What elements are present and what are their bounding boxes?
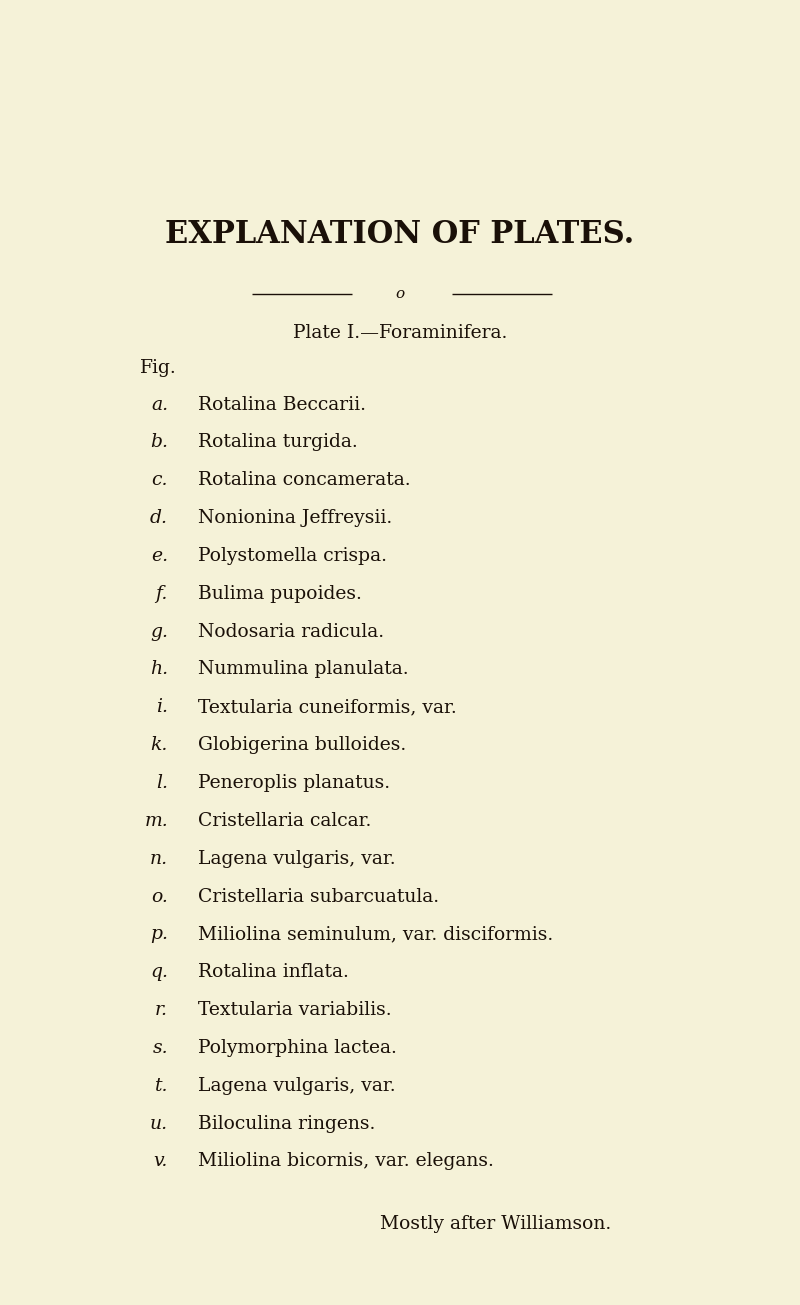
Text: i.: i. (156, 698, 168, 716)
Text: Textularia variabilis.: Textularia variabilis. (198, 1001, 392, 1019)
Text: EXPLANATION OF PLATES.: EXPLANATION OF PLATES. (166, 219, 634, 251)
Text: Cristellaria calcar.: Cristellaria calcar. (198, 812, 372, 830)
Text: o.: o. (151, 887, 168, 906)
Text: l.: l. (156, 774, 168, 792)
Text: Nodosaria radicula.: Nodosaria radicula. (198, 622, 385, 641)
Text: Fig.: Fig. (140, 359, 177, 377)
Text: f.: f. (156, 585, 168, 603)
Text: Rotalina concamerata.: Rotalina concamerata. (198, 471, 411, 489)
Text: k.: k. (150, 736, 168, 754)
Text: o: o (395, 287, 405, 300)
Text: u.: u. (150, 1114, 168, 1133)
Text: Nummulina planulata.: Nummulina planulata. (198, 660, 409, 679)
Text: Biloculina ringens.: Biloculina ringens. (198, 1114, 376, 1133)
Text: Rotalina Beccarii.: Rotalina Beccarii. (198, 395, 366, 414)
Text: Nonionina Jeffreysii.: Nonionina Jeffreysii. (198, 509, 393, 527)
Text: b.: b. (150, 433, 168, 452)
Text: Globigerina bulloides.: Globigerina bulloides. (198, 736, 406, 754)
Text: Miliolina seminulum, var. disciformis.: Miliolina seminulum, var. disciformis. (198, 925, 554, 944)
Text: g.: g. (150, 622, 168, 641)
Text: t.: t. (154, 1077, 168, 1095)
Text: d.: d. (150, 509, 168, 527)
Text: Polystomella crispa.: Polystomella crispa. (198, 547, 387, 565)
Text: Plate I.—Foraminifera.: Plate I.—Foraminifera. (293, 324, 507, 342)
Text: c.: c. (151, 471, 168, 489)
Text: Lagena vulgaris, var.: Lagena vulgaris, var. (198, 1077, 396, 1095)
Text: Cristellaria subarcuatula.: Cristellaria subarcuatula. (198, 887, 439, 906)
Text: Rotalina turgida.: Rotalina turgida. (198, 433, 358, 452)
Text: Mostly after Williamson.: Mostly after Williamson. (380, 1215, 612, 1233)
Text: Miliolina bicornis, var. elegans.: Miliolina bicornis, var. elegans. (198, 1152, 494, 1171)
Text: Polymorphina lactea.: Polymorphina lactea. (198, 1039, 398, 1057)
Text: Peneroplis planatus.: Peneroplis planatus. (198, 774, 390, 792)
Text: a.: a. (151, 395, 168, 414)
Text: q.: q. (150, 963, 168, 981)
Text: h.: h. (150, 660, 168, 679)
Text: Bulima pupoides.: Bulima pupoides. (198, 585, 362, 603)
Text: Textularia cuneiformis, var.: Textularia cuneiformis, var. (198, 698, 457, 716)
Text: e.: e. (151, 547, 168, 565)
Text: n.: n. (150, 850, 168, 868)
Text: p.: p. (150, 925, 168, 944)
Text: Rotalina inflata.: Rotalina inflata. (198, 963, 350, 981)
Text: r.: r. (155, 1001, 168, 1019)
Text: m.: m. (144, 812, 168, 830)
Text: v.: v. (154, 1152, 168, 1171)
Text: s.: s. (152, 1039, 168, 1057)
Text: Lagena vulgaris, var.: Lagena vulgaris, var. (198, 850, 396, 868)
